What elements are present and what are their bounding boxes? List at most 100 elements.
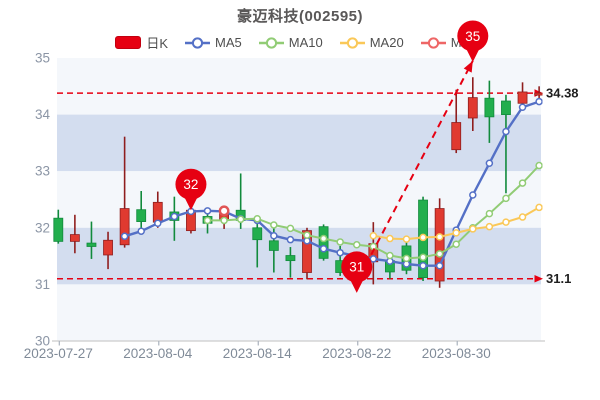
legend-label: MA10 <box>288 35 323 50</box>
ma-line-ma5 <box>120 97 543 270</box>
callout-label: 32 <box>183 177 198 192</box>
ma-marker <box>220 216 228 225</box>
markline-label: 31.1 <box>546 271 571 286</box>
candle-body <box>434 208 445 282</box>
annotation-dot-group <box>218 205 230 217</box>
ma-marker <box>419 253 427 261</box>
ma-marker <box>386 251 394 260</box>
ma-marker <box>270 221 278 229</box>
legend-label: 日K <box>146 36 169 51</box>
ma-marker <box>535 161 543 170</box>
ma-marker <box>303 237 311 245</box>
ma-marker <box>452 226 460 234</box>
callout-pin-32: 32 <box>175 168 207 211</box>
candle-body <box>501 100 511 115</box>
y-axis-label: 34 <box>35 107 51 122</box>
candle-body <box>368 243 379 263</box>
ma-marker <box>319 244 328 253</box>
candle-body <box>318 226 329 259</box>
markline-arrow <box>534 274 543 283</box>
candle-body <box>401 245 412 271</box>
candle-body <box>202 216 213 224</box>
candle-body <box>186 209 196 232</box>
ma-marker <box>187 207 195 216</box>
ma-marker <box>419 261 427 270</box>
ma-marker <box>435 250 444 258</box>
candle-body <box>119 208 130 246</box>
candle-body <box>103 239 113 256</box>
ma-marker <box>386 257 394 265</box>
legend-label: MA5 <box>215 35 242 50</box>
ma-marker <box>203 207 212 215</box>
candle-body <box>335 260 346 273</box>
x-axis-label: 2023-07-27 <box>24 346 93 361</box>
markline-label: 34.38 <box>546 86 579 101</box>
ma-marker <box>154 219 162 228</box>
ma-marker <box>485 159 494 168</box>
candle-body <box>169 211 180 221</box>
ma-legend-swatch <box>420 36 446 49</box>
page-title: 豪迈科技(002595) <box>236 8 364 25</box>
ma-marker <box>220 207 228 216</box>
ma-marker <box>352 241 361 249</box>
candle-body <box>517 91 528 104</box>
candle-body <box>86 242 97 247</box>
ma-marker <box>402 260 411 268</box>
ma-marker <box>502 127 510 136</box>
candle-body <box>152 201 163 223</box>
candle-body <box>451 122 462 151</box>
annotation-dot <box>218 205 230 217</box>
ma-marker <box>203 216 212 225</box>
ma-marker <box>419 233 427 242</box>
kline-legend-swatch <box>115 36 142 49</box>
ma-marker <box>369 255 378 263</box>
x-axis: 2023-07-27 2023-08-04 2023-08-14 2023-08-22… <box>24 340 545 361</box>
candle-body <box>384 260 395 273</box>
ma-marker <box>435 233 444 241</box>
candle-body <box>268 240 279 251</box>
legend-item-ma20[interactable]: MA20 <box>339 35 404 50</box>
trendline-arrow <box>463 60 473 73</box>
legend-item-ma10[interactable]: MA10 <box>258 35 323 50</box>
ma-line-ma10 <box>203 161 543 263</box>
ma-marker <box>469 225 477 233</box>
callout-label: 31 <box>349 260 364 275</box>
ma-marker <box>402 235 411 243</box>
ma-marker <box>236 215 245 224</box>
ma-marker <box>469 224 477 232</box>
ma-marker <box>469 191 477 199</box>
legend-item-日k[interactable]: 日K <box>115 33 168 52</box>
y-axis-label: 32 <box>35 220 50 235</box>
ma-marker <box>518 103 527 111</box>
candle-body <box>53 217 64 242</box>
ma-marker <box>518 213 527 221</box>
marklines: 34.38 31.1 <box>57 84 580 288</box>
ma-marker <box>535 97 543 106</box>
candle-body <box>534 92 543 96</box>
candle-body <box>467 97 478 119</box>
ma-marker <box>452 240 460 248</box>
ma-marker <box>452 229 460 237</box>
ma-marker <box>386 234 394 243</box>
ma-marker <box>170 212 179 221</box>
candle-body <box>136 209 147 222</box>
x-axis-label: 2023-08-04 <box>123 346 193 361</box>
candle-body <box>418 199 428 279</box>
legend-label: MA30 <box>450 35 485 50</box>
x-axis-label: 2023-08-22 <box>322 346 391 361</box>
x-axis-label: 2023-08-14 <box>223 346 293 361</box>
ma-line-ma20 <box>369 203 543 243</box>
candle-body <box>235 209 246 221</box>
ma-marker <box>270 231 278 240</box>
ma-marker <box>137 227 145 235</box>
ma-marker <box>336 238 344 246</box>
ma-marker <box>286 235 295 244</box>
ma-marker <box>336 248 344 257</box>
ma-marker <box>120 232 129 241</box>
legend-item-ma5[interactable]: MA5 <box>185 35 242 50</box>
legend-item-ma30[interactable]: MA30 <box>420 35 485 50</box>
ma-marker <box>485 209 494 218</box>
y-axis-label: 30 <box>35 334 50 349</box>
